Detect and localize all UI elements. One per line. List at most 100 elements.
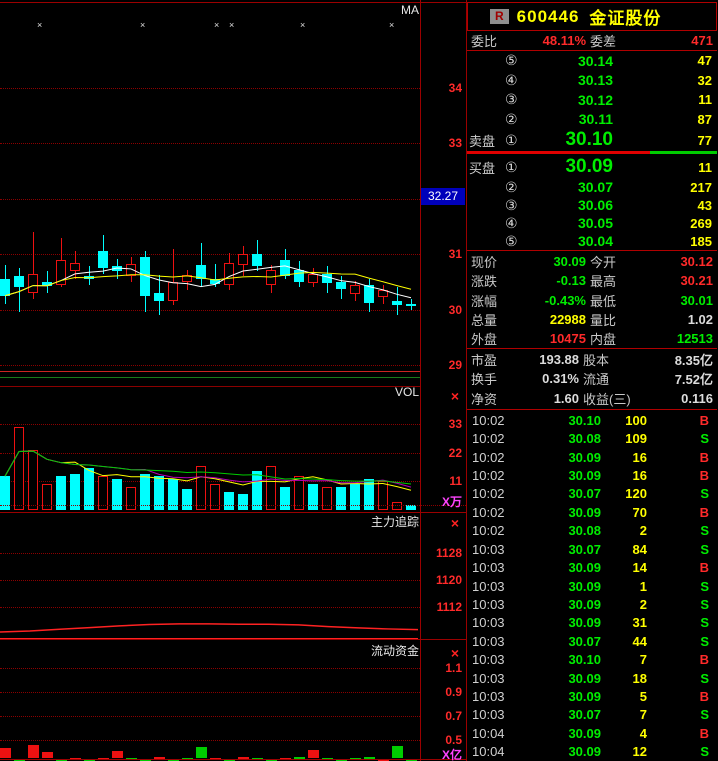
liudong-pane-close-icon[interactable]: ×	[450, 645, 460, 661]
trade-time: 10:03	[472, 541, 505, 557]
chart-lines-overlay	[0, 265, 419, 633]
chart-plot[interactable]: × × × × × ×	[0, 0, 466, 761]
trade-side-flag: S	[700, 523, 709, 539]
field-value: 0.116	[681, 390, 713, 406]
field-label: 今开	[590, 255, 617, 271]
side-label: 买盘	[469, 160, 496, 176]
liudong-gridline	[0, 668, 420, 669]
ratio-bar-green	[649, 151, 717, 154]
trade-side-flag: S	[700, 744, 709, 760]
weibi-value: 48.11%	[542, 33, 586, 48]
fund-flow-bar	[42, 752, 53, 758]
trade-time: 10:03	[472, 633, 505, 649]
fund-flow-bar	[84, 759, 95, 761]
candle-body	[140, 256, 150, 296]
buy-level-row[interactable]: ④ 30.05 269	[467, 214, 717, 232]
chart-area[interactable]: × × × × × × MA VOL 主力追踪 流动资金 32.27 × × × 34 33…	[0, 0, 466, 761]
zhuli-pane-close-icon[interactable]: ×	[450, 515, 460, 531]
buy-level-row[interactable]: 买盘 ① 30.09 11	[467, 156, 717, 178]
field-label: 最低	[590, 293, 617, 309]
sell-level-row[interactable]: ⑤ 30.14 47	[467, 51, 717, 71]
sell-level-row[interactable]: ④ 30.13 32	[467, 71, 717, 91]
vol-pane-top-line	[0, 386, 420, 387]
volume-bar	[308, 484, 318, 510]
zhuli-axis-label: 1112	[436, 600, 462, 614]
fund-flow-bar	[336, 759, 347, 761]
fund-flow-bar	[154, 756, 165, 759]
price-gridline	[0, 198, 420, 200]
trade-side-flag: B	[699, 449, 709, 465]
vol-pane-close-icon[interactable]: ×	[450, 388, 460, 404]
field-value: 1.02	[687, 311, 713, 327]
level-number: ③	[505, 196, 518, 213]
level-number: ④	[505, 214, 518, 231]
trade-side-flag: B	[699, 412, 709, 428]
quote-summary: 现价 30.09 今开 30.12 涨跌 -0.13 最高 30.21 涨幅 -0.43% 最低 30…	[467, 252, 717, 348]
trade-volume: 16	[632, 467, 647, 483]
sell-levels: ⑤ 30.14 47 ④ 30.13 32 ③ 30.12 11 ② 30.11 87 卖盘 ① 30.10…	[467, 51, 717, 151]
trade-row: 10:04 30.09 4 B	[467, 724, 717, 742]
candle-wick	[215, 264, 216, 288]
field-value: 30.21	[680, 273, 713, 289]
chart-marker-icon: ×	[229, 20, 235, 30]
zhuli-gridline	[0, 580, 420, 581]
buy-level-row[interactable]: ③ 30.06 43	[467, 196, 717, 214]
price-axis-label: 31	[448, 247, 462, 262]
fund-flow-bar	[28, 744, 39, 758]
trade-side-flag: S	[700, 707, 709, 723]
level-number: ⑤	[505, 232, 518, 249]
trade-row: 10:03 30.09 2 S	[467, 595, 717, 613]
sell-level-row[interactable]: ② 30.11 87	[467, 110, 717, 130]
volume-bar	[42, 484, 52, 510]
fund-flow-bar	[56, 759, 67, 761]
liudong-gridline	[0, 692, 420, 693]
trade-side-flag: S	[700, 596, 709, 612]
trade-price: 30.08	[568, 431, 601, 447]
trade-price: 30.10	[568, 412, 601, 428]
volume-bar	[336, 486, 346, 510]
stock-name: 金证股份	[589, 9, 662, 28]
rights-badge: R	[490, 9, 509, 24]
trade-time: 10:04	[472, 744, 505, 760]
buy-level-row[interactable]: ② 30.07 217	[467, 178, 717, 196]
sell-level-row[interactable]: 卖盘 ① 30.10 77	[467, 129, 717, 151]
level-volume: 269	[690, 215, 712, 231]
candle-body	[210, 279, 220, 285]
trade-time: 10:03	[472, 670, 505, 686]
trade-row: 10:02 30.09 16 B	[467, 466, 717, 484]
volume-bar	[364, 478, 374, 510]
volume-bar	[378, 481, 388, 510]
vol-gridline	[0, 424, 420, 426]
candle-body	[0, 279, 10, 296]
chart-marker-icon: ×	[389, 20, 395, 30]
stock-header[interactable]: R 600446 金证股份	[467, 2, 717, 31]
tick-trade-list[interactable]: 10:02 30.10 100 B 10:02 30.08 109 S 10:02 30.09 16…	[467, 411, 717, 761]
trade-price: 30.07	[568, 541, 601, 557]
trade-side-flag: B	[699, 560, 709, 576]
trade-volume: 120	[625, 486, 647, 502]
field-label: 现价	[471, 255, 498, 271]
sell-level-row[interactable]: ③ 30.12 11	[467, 90, 717, 110]
trade-time: 10:02	[472, 431, 505, 447]
volume-bar	[196, 465, 206, 510]
level-price: 30.07	[577, 179, 613, 195]
vol-axis-unit: X万	[441, 495, 462, 509]
candle-body	[98, 251, 108, 269]
field-label: 涨幅	[471, 293, 498, 309]
flat-indicator-line	[0, 377, 420, 379]
level-number: ①	[505, 158, 518, 175]
trade-price: 30.10	[568, 652, 601, 668]
trade-volume: 14	[632, 560, 647, 576]
candle-wick	[33, 232, 34, 299]
buy-level-row[interactable]: ⑤ 30.04 185	[467, 232, 717, 250]
candle-body	[392, 301, 402, 306]
volume-bar	[126, 486, 136, 510]
trade-time: 10:02	[472, 449, 505, 465]
fund-flow-bar	[238, 756, 249, 759]
fund-flow-bar	[196, 747, 207, 758]
level-price: 30.13	[577, 72, 613, 89]
fund-flow-bar	[294, 756, 305, 759]
trade-time: 10:03	[472, 615, 505, 631]
trade-volume: 44	[632, 633, 647, 649]
trade-volume: 16	[632, 449, 647, 465]
